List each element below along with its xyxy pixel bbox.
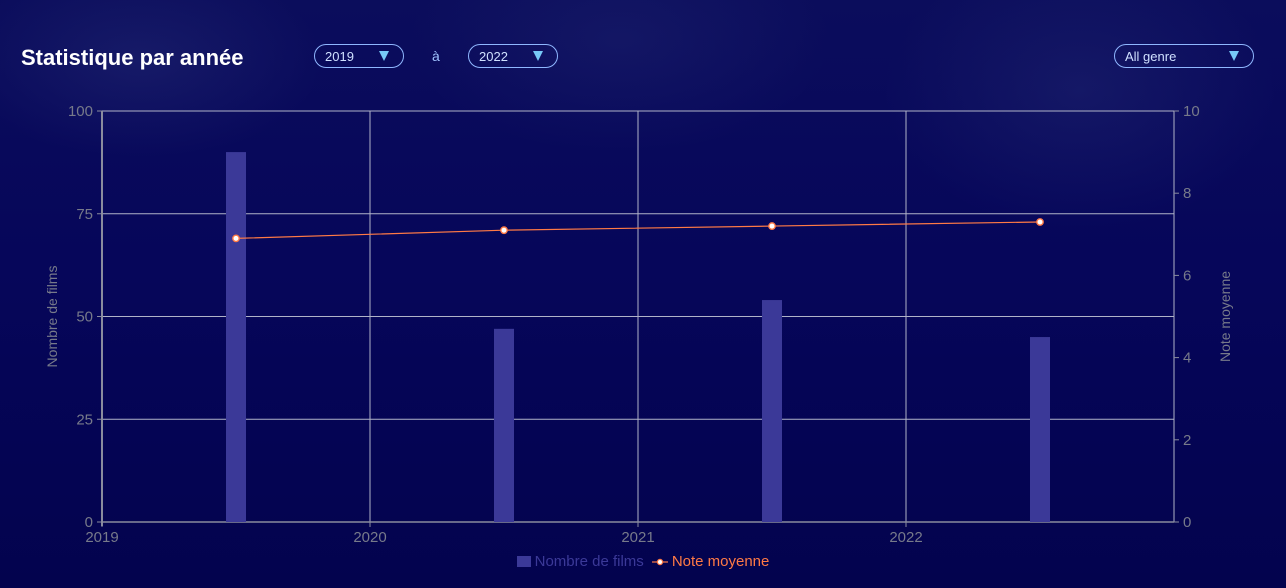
x-tick-label: 2020 <box>353 529 386 546</box>
legend-item-bars[interactable]: Nombre de films <box>516 553 644 570</box>
line-series <box>235 221 1041 240</box>
x-tick-label: 2019 <box>85 529 118 546</box>
bar <box>762 300 782 522</box>
to-year-select[interactable]: 2022 <box>468 44 558 68</box>
line-point <box>1036 218 1044 226</box>
y2-tick-label: 6 <box>1183 267 1191 284</box>
chart-legend: Nombre de films Note moyenne <box>0 553 1286 570</box>
from-year-select[interactable]: 2019 <box>314 44 404 68</box>
legend-label-bars: Nombre de films <box>534 553 644 570</box>
y-tick-label: 50 <box>76 309 93 326</box>
header: Statistique par année 2019 à 2022 All ge… <box>0 0 1286 110</box>
bar <box>1030 337 1050 522</box>
x-tick-label: 2022 <box>889 529 922 546</box>
from-year-value: 2019 <box>325 48 354 64</box>
bar <box>494 328 514 522</box>
triangle-down-icon <box>379 51 389 61</box>
y2-axis-title: Note moyenne <box>1217 271 1233 362</box>
y-axis-title: Nombre de films <box>44 266 60 368</box>
legend-swatch-line <box>651 558 668 565</box>
to-year-value: 2022 <box>479 48 508 64</box>
y-tick-label: 0 <box>85 514 93 531</box>
triangle-down-icon <box>533 51 543 61</box>
y2-tick-label: 0 <box>1183 514 1191 531</box>
y-tick-label: 75 <box>76 206 93 223</box>
x-tick-label: 2021 <box>621 529 654 546</box>
y2-tick-label: 10 <box>1183 103 1200 120</box>
line-point <box>500 226 508 235</box>
y-tick-label: 25 <box>76 411 93 428</box>
genre-select[interactable]: All genre <box>1114 44 1254 68</box>
range-separator: à <box>432 48 440 64</box>
legend-swatch-bar <box>516 556 531 567</box>
y2-tick-label: 2 <box>1183 432 1191 449</box>
line-point <box>232 234 240 243</box>
legend-label-line: Note moyenne <box>671 553 770 570</box>
page-title: Statistique par année <box>21 45 244 70</box>
bar <box>226 152 246 522</box>
triangle-down-icon <box>1229 51 1239 61</box>
genre-value: All genre <box>1125 48 1177 64</box>
y2-tick-label: 8 <box>1183 185 1191 202</box>
y-tick-label: 100 <box>68 103 93 120</box>
y2-tick-label: 4 <box>1183 350 1191 367</box>
legend-item-line[interactable]: Note moyenne <box>651 553 770 570</box>
line-point <box>768 222 776 230</box>
